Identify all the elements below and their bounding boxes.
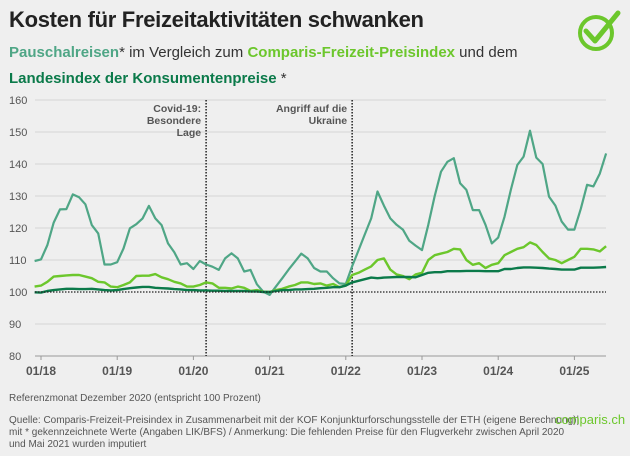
- reference-note: Referenzmonat Dezember 2020 (entspricht …: [9, 393, 261, 404]
- legend-pauschalreisen: Pauschalreisen: [9, 44, 120, 61]
- check-circle-icon: [578, 10, 621, 51]
- series-line-pauschalreisen: [34, 129, 608, 296]
- y-tick-label: 160: [9, 95, 27, 107]
- y-tick-label: 130: [9, 191, 27, 203]
- source-line-1: Quelle: Comparis-Freizeit-Preisindex in …: [9, 415, 580, 426]
- comparis-logo: comparis.ch: [555, 412, 626, 427]
- chart-title: Kosten für Freizeitaktivitäten schwanken: [9, 7, 424, 32]
- x-tick-label: 01/20: [178, 364, 208, 378]
- x-tick-label: 01/21: [255, 364, 285, 378]
- series-line-comparis-freizeit-preisindex: [34, 241, 607, 294]
- x-tick-label: 01/18: [26, 364, 56, 378]
- subtitle-text: *: [276, 70, 287, 87]
- y-tick-label: 90: [9, 319, 21, 331]
- y-tick-label: 150: [9, 127, 27, 139]
- y-tick-label: 140: [9, 159, 27, 171]
- chart-subtitle: Pauschalreisen* im Vergleich zum Compari…: [9, 40, 569, 92]
- annotation-label: Covid-19:: [153, 103, 201, 115]
- x-tick-label: 01/23: [407, 364, 437, 378]
- y-tick-label: 110: [9, 255, 27, 267]
- annotation-label: Angriff auf die: [276, 103, 347, 115]
- line-chart: 80 90 100 110 120 130 140 150 160 01/18 01/19 01/20…: [9, 95, 608, 378]
- legend-landesindex: Landesindex der Konsumentenpreise: [9, 70, 277, 87]
- annotation-label: Besondere: [147, 115, 201, 127]
- y-tick-label: 120: [9, 223, 27, 235]
- legend-comparis-index: Comparis-Freizeit-Preisindex: [247, 44, 456, 61]
- annotation-label: Lage: [177, 127, 202, 139]
- y-tick-label: 80: [9, 351, 21, 363]
- x-tick-label: 01/25: [559, 364, 589, 378]
- y-tick-label: 100: [9, 287, 27, 299]
- x-tick-label: 01/24: [483, 364, 513, 378]
- annotation-label: Ukraine: [309, 115, 348, 127]
- source-line-2: mit * gekennzeichnete Werte (Angaben LIK…: [9, 427, 565, 438]
- subtitle-text: * im Vergleich zum: [119, 44, 248, 61]
- x-tick-label: 01/19: [102, 364, 132, 378]
- source-line-3: und Mai 2021 wurden imputiert: [9, 439, 147, 450]
- x-tick-label: 01/22: [331, 364, 361, 378]
- series-line-landesindex-der-konsumentenpreise: [34, 265, 607, 294]
- subtitle-text: und dem: [455, 44, 518, 61]
